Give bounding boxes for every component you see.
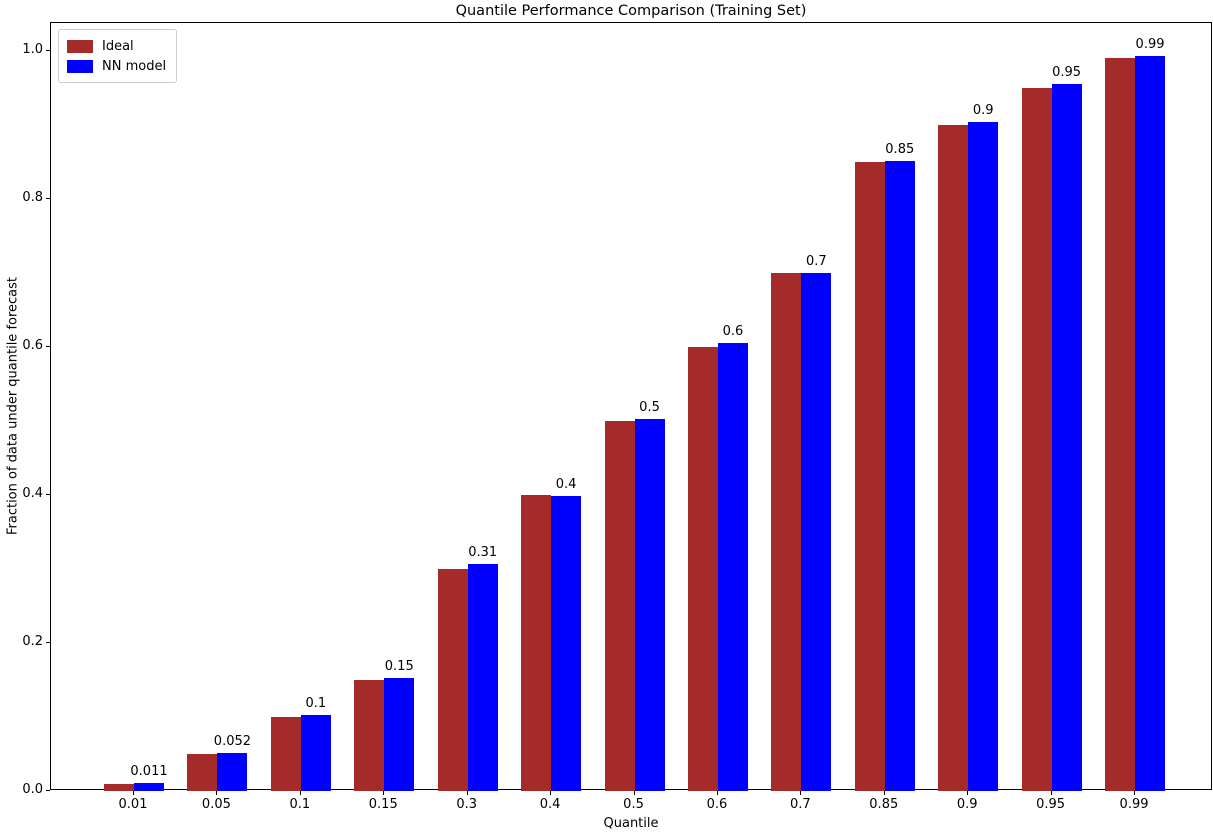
y-tick-label: 0.0 (22, 782, 43, 797)
bar-ideal (854, 161, 885, 791)
y-tick-label: 1.0 (22, 41, 43, 57)
x-tick-mark (1134, 791, 1136, 795)
x-axis-label: Quantile (603, 816, 659, 831)
x-tick-mark (716, 791, 718, 795)
bar-value-label: 0.6 (722, 324, 744, 340)
x-tick-label: 0.15 (368, 797, 398, 812)
bar-value-label: 0.7 (806, 253, 827, 269)
plot-area: Ideal NN model 0.011 0.052 0.1 0.15 0.31 0.4 0… (50, 22, 1212, 791)
x-tick-label: 0.7 (790, 797, 811, 812)
bar-nn-model (134, 782, 164, 791)
bar-ideal (187, 753, 218, 791)
y-tick-label: 0.6 (22, 337, 43, 353)
bar-value-label: 0.1 (305, 695, 327, 711)
y-tick-mark (46, 49, 50, 51)
bar-ideal (1021, 87, 1052, 791)
legend-entry-nn-model: NN model (67, 56, 166, 76)
y-tick-mark (46, 641, 50, 643)
bar-ideal (104, 783, 134, 791)
x-tick-mark (1050, 791, 1052, 795)
bar-ideal (604, 420, 635, 791)
chart-title: Quantile Performance Comparison (Trainin… (455, 3, 807, 19)
bar-value-label: 0.052 (213, 733, 252, 749)
bar-ideal (521, 494, 552, 791)
bar-value-label: 0.4 (555, 477, 577, 493)
bar-nn-model (300, 714, 331, 791)
bar-ideal (1105, 58, 1136, 791)
x-tick-mark (633, 791, 635, 795)
bar-nn-model (551, 496, 582, 791)
bar-nn-model (801, 272, 832, 791)
bar-ideal (687, 346, 718, 791)
legend-label-ideal: Ideal (102, 38, 134, 54)
bar-value-label: 0.15 (384, 659, 414, 675)
bar-ideal (354, 679, 385, 791)
x-tick-label: 0.4 (539, 797, 561, 812)
bar-nn-model (968, 121, 999, 791)
bar-nn-model (384, 678, 415, 791)
bar-value-label: 0.011 (130, 763, 168, 779)
bar-value-label: 0.5 (639, 399, 660, 415)
x-tick-mark (967, 791, 969, 795)
x-tick-mark (883, 791, 885, 795)
y-tick-mark (46, 790, 50, 791)
x-tick-mark (550, 791, 552, 795)
bar-nn-model (634, 418, 665, 791)
y-tick-mark (46, 493, 50, 495)
y-tick-mark (46, 197, 50, 199)
bar-value-label: 0.95 (1052, 65, 1082, 81)
bar-ideal (270, 716, 301, 791)
legend-swatch-ideal (67, 39, 93, 53)
bar-value-label: 0.99 (1135, 36, 1165, 52)
bar-nn-model (217, 752, 248, 791)
y-tick-label: 0.8 (22, 189, 43, 205)
x-tick-label: 0.5 (623, 797, 644, 812)
bar-ideal (938, 124, 969, 791)
legend-entry-ideal: Ideal (67, 36, 166, 56)
x-tick-label: 0.9 (956, 797, 978, 812)
x-tick-mark (466, 791, 468, 795)
bar-ideal (771, 272, 802, 791)
bar-value-label: 0.85 (885, 142, 915, 158)
bar-nn-model (717, 343, 748, 791)
x-tick-label: 0.01 (118, 797, 148, 812)
x-tick-mark (800, 791, 802, 795)
bar-nn-model (1051, 84, 1082, 791)
bar-value-label: 0.9 (972, 102, 994, 118)
bar-nn-model (467, 563, 498, 791)
x-tick-label: 0.99 (1119, 797, 1149, 812)
y-tick-label: 0.2 (22, 633, 43, 649)
legend-swatch-nn-model (67, 59, 93, 73)
bar-nn-model (884, 161, 915, 791)
y-tick-mark (46, 345, 50, 347)
x-tick-label: 0.1 (289, 797, 311, 812)
bar-value-label: 0.31 (468, 544, 498, 560)
x-tick-label: 0.95 (1036, 797, 1066, 812)
x-tick-mark (216, 791, 218, 795)
y-tick-label: 0.4 (22, 485, 43, 501)
bar-ideal (437, 568, 468, 791)
x-tick-mark (383, 791, 385, 795)
x-tick-label: 0.6 (706, 797, 728, 812)
x-tick-mark (299, 791, 301, 795)
x-tick-label: 0.85 (869, 797, 899, 812)
legend: Ideal NN model (58, 29, 178, 83)
legend-label-nn-model: NN model (102, 58, 167, 74)
bar-nn-model (1135, 55, 1166, 791)
x-tick-label: 0.3 (456, 797, 478, 812)
x-tick-mark (133, 791, 134, 795)
x-tick-label: 0.05 (201, 797, 231, 812)
